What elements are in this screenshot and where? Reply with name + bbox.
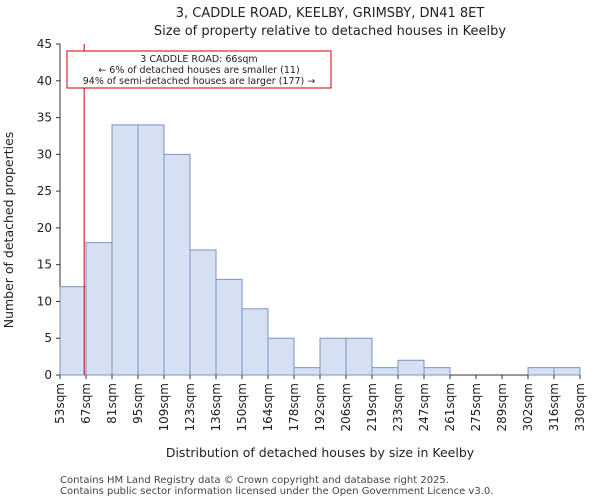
chart-title-line-1: 3, CADDLE ROAD, KEELBY, GRIMSBY, DN41 8E… xyxy=(176,6,485,21)
x-tick-label: 109sqm xyxy=(157,383,171,431)
x-tick-label: 164sqm xyxy=(261,383,275,431)
bar-316sqm xyxy=(553,367,581,376)
y-tick-label: 35 xyxy=(37,111,52,125)
bar-53sqm xyxy=(59,286,87,376)
bar-219sqm xyxy=(371,367,399,376)
x-tick-label: 206sqm xyxy=(339,383,353,431)
bar-109sqm xyxy=(163,153,191,376)
x-tick-label: 247sqm xyxy=(417,383,431,431)
x-tick-label: 178sqm xyxy=(287,383,301,431)
x-tick-label: 219sqm xyxy=(365,383,379,431)
y-tick-label: 40 xyxy=(37,74,52,88)
chart-title-line-2: Size of property relative to detached ho… xyxy=(154,24,507,39)
x-tick-labels: 53sqm 67sqm 81sqm 95sqm 109sqm 123sqm 136sqm 15… xyxy=(53,375,587,431)
x-tick-label: 123sqm xyxy=(183,383,197,431)
x-tick-label: 289sqm xyxy=(495,383,509,431)
x-tick-label: 330sqm xyxy=(573,383,587,431)
x-tick-label: 316sqm xyxy=(547,383,561,431)
y-tick-labels: 0 5 10 15 20 25 30 35 40 45 xyxy=(37,37,60,382)
bar-178sqm xyxy=(293,367,321,376)
y-tick-label: 5 xyxy=(44,331,52,345)
y-tick-label: 15 xyxy=(37,258,52,272)
y-tick-label: 25 xyxy=(37,184,52,198)
x-tick-label: 150sqm xyxy=(235,383,249,431)
x-tick-label: 67sqm xyxy=(79,383,93,424)
bar-81sqm xyxy=(111,124,139,376)
bar-136sqm xyxy=(215,278,243,376)
footer-line-2: Contains public sector information licen… xyxy=(60,486,493,497)
y-tick-label: 0 xyxy=(44,368,52,382)
annotation-line-1: 3 CADDLE ROAD: 66sqm xyxy=(140,54,257,65)
bar-95sqm xyxy=(137,124,165,376)
x-tick-label: 81sqm xyxy=(105,383,119,424)
x-tick-label: 53sqm xyxy=(53,383,67,424)
footer-line-1: Contains HM Land Registry data © Crown c… xyxy=(60,475,449,486)
x-tick-label: 192sqm xyxy=(313,383,327,431)
bar-247sqm xyxy=(423,367,451,376)
bar-123sqm xyxy=(189,249,217,376)
annotation-border xyxy=(66,50,332,89)
y-axis-label: Number of detached properties xyxy=(1,132,16,329)
y-tick-label: 10 xyxy=(37,294,52,308)
bar-164sqm xyxy=(267,337,295,376)
annotation-line-3: 94% of semi-detached houses are larger (… xyxy=(83,76,316,87)
y-tick-label: 30 xyxy=(37,147,52,161)
bar-67sqm xyxy=(85,242,113,376)
y-tick-label: 20 xyxy=(37,221,52,235)
x-tick-label: 275sqm xyxy=(469,383,483,431)
annotation-box: 3 CADDLE ROAD: 66sqm ← 6% of detached ho… xyxy=(66,50,332,89)
x-tick-label: 233sqm xyxy=(391,383,405,431)
x-axis-label: Distribution of detached houses by size … xyxy=(166,445,475,460)
bar-192sqm xyxy=(319,337,347,376)
bar-302sqm xyxy=(527,367,555,376)
x-tick-label: 95sqm xyxy=(131,383,145,424)
x-tick-label: 261sqm xyxy=(443,383,457,431)
bar-series xyxy=(59,124,581,376)
x-tick-label: 136sqm xyxy=(209,383,223,431)
bar-206sqm xyxy=(345,337,373,376)
bar-233sqm xyxy=(397,359,425,376)
bar-150sqm xyxy=(241,308,269,376)
annotation-line-2: ← 6% of detached houses are smaller (11) xyxy=(98,65,299,76)
y-tick-label: 45 xyxy=(37,37,52,51)
x-tick-label: 302sqm xyxy=(521,383,535,431)
